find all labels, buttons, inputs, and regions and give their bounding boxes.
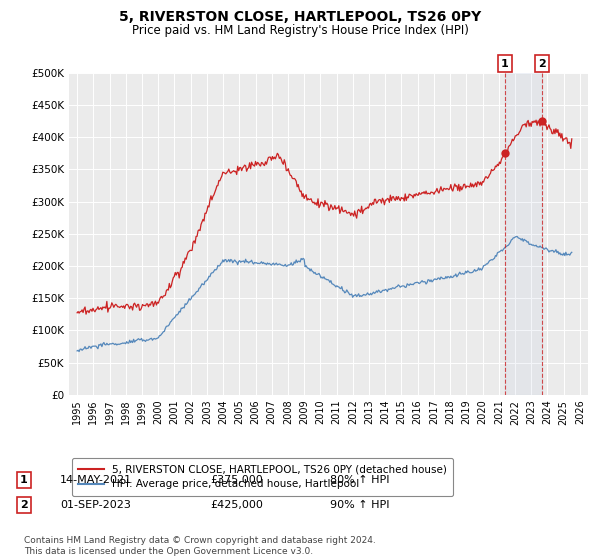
Text: 14-MAY-2021: 14-MAY-2021 — [60, 475, 132, 485]
Text: Contains HM Land Registry data © Crown copyright and database right 2024.
This d: Contains HM Land Registry data © Crown c… — [24, 536, 376, 556]
Text: 5, RIVERSTON CLOSE, HARTLEPOOL, TS26 0PY: 5, RIVERSTON CLOSE, HARTLEPOOL, TS26 0PY — [119, 10, 481, 24]
Legend: 5, RIVERSTON CLOSE, HARTLEPOOL, TS26 0PY (detached house), HPI: Average price, d: 5, RIVERSTON CLOSE, HARTLEPOOL, TS26 0PY… — [71, 458, 454, 496]
Text: 2: 2 — [538, 59, 546, 69]
Text: 2: 2 — [20, 500, 28, 510]
Text: 1: 1 — [20, 475, 28, 485]
Text: 80% ↑ HPI: 80% ↑ HPI — [330, 475, 389, 485]
Text: 90% ↑ HPI: 90% ↑ HPI — [330, 500, 389, 510]
Text: £425,000: £425,000 — [210, 500, 263, 510]
Text: 01-SEP-2023: 01-SEP-2023 — [60, 500, 131, 510]
Bar — [505, 73, 542, 395]
Text: £375,000: £375,000 — [210, 475, 263, 485]
Text: 1: 1 — [501, 59, 509, 69]
Text: Price paid vs. HM Land Registry's House Price Index (HPI): Price paid vs. HM Land Registry's House … — [131, 24, 469, 36]
